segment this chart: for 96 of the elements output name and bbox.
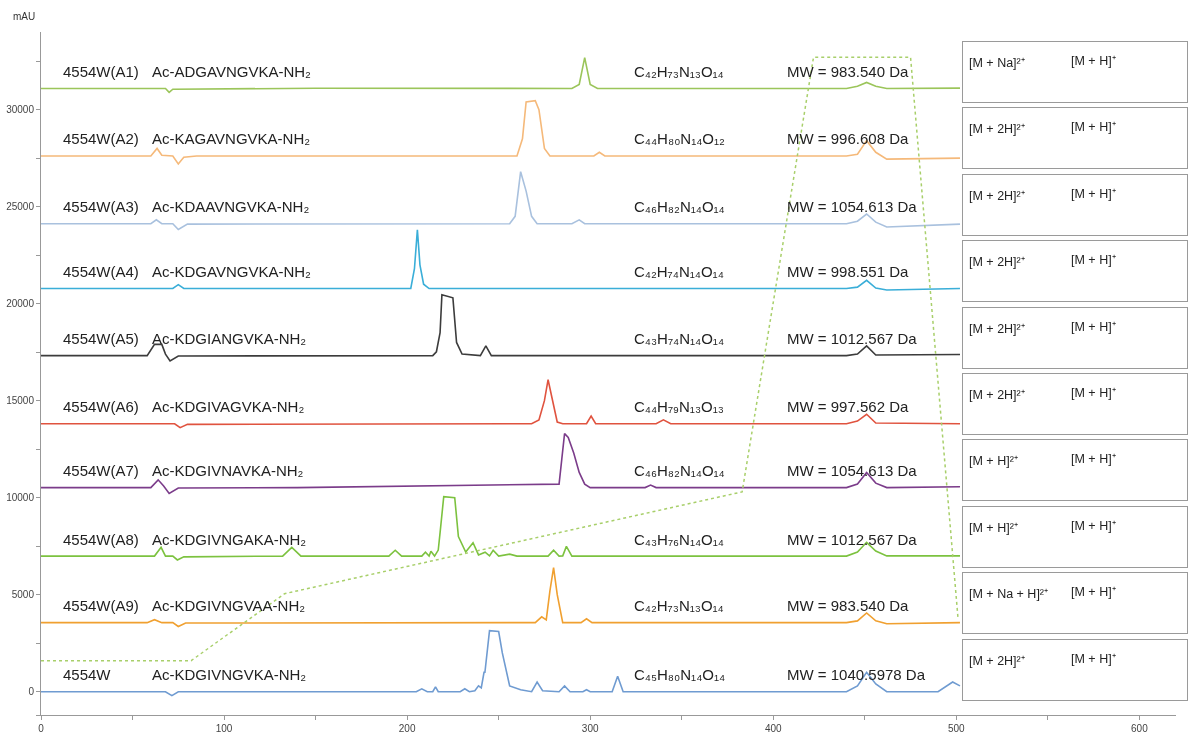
annotation: [M + 2H]²⁺ [969,387,1025,403]
annotation: MW = 983.540 Da [787,597,909,614]
annotation: C₄₄H₇₉N₁₃O₁₃ [634,398,724,415]
y-tick-label: 10000 [6,492,35,504]
annotation: MW = 1040.5978 Da [787,666,926,683]
annotation: [M + H]⁺ [1071,517,1116,534]
spectrum-panel: [M + 2H]²⁺ [M + H]⁺ [962,373,1188,435]
series-label: 4554W(A1) [63,63,139,80]
annotation: C₄₄H₈₀N₁₄O₁₂ [634,130,726,147]
line-series [41,56,961,94]
line-series [41,293,961,362]
line-series [41,56,959,662]
annotation: [M + H]⁺ [1071,584,1116,601]
annotation: [M + H]²⁺ [969,519,1018,536]
line-series [41,432,961,495]
annotation: [M + H]²⁺ [969,453,1018,470]
annotation: Ac-KDGIVNGVAA-NH₂ [152,597,306,614]
line-series [41,99,961,165]
annotation: [M + H]⁺ [1071,252,1116,269]
y-axis-title: mAU [13,11,36,22]
series-label: 4554W [63,666,112,683]
spectrum-panel: [M + 2H]²⁺ [M + H]⁺ [962,240,1188,303]
annotation: [M + Na]²⁺ [969,55,1025,71]
spectrum-panel: [M + 2H]²⁺ [M + H]⁺ [962,306,1188,369]
line-series [41,228,961,291]
series-label: 4554W(A2) [63,130,139,147]
series-label: 4554W(A7) [63,462,139,479]
line-series [41,629,961,697]
spectrum-panel: [M + Na]²⁺ [M + H]⁺ [962,41,1188,103]
series-label: 4554W(A6) [63,398,139,415]
y-tick-label: 5000 [11,589,35,601]
x-tick-label: 100 [215,723,233,734]
annotation: Ac-KDGIVNAVKA-NH₂ [152,462,304,479]
annotation: MW = 1054.613 Da [787,198,918,215]
annotation: MW = 997.562 Da [787,398,909,415]
spectrum-panel: [M + 2H]²⁺ [M + H]⁺ [962,173,1188,236]
y-tick-label: 15000 [6,395,35,407]
line-series [41,566,961,628]
annotation: Ac-KDGIVAGVKA-NH₂ [152,398,305,415]
spectrum-panel: [M + H]²⁺ [M + H]⁺ [962,439,1188,502]
series-label: 4554W(A8) [63,531,139,548]
annotation: [M + H]⁺ [1071,53,1116,69]
spectrum-panel: [M + H]²⁺ [M + H]⁺ [962,505,1188,568]
annotation: [M + 2H]²⁺ [969,320,1025,337]
annotation: [M + H]⁺ [1071,451,1116,468]
annotation: Ac-KDGAVNGVKA-NH₂ [152,263,312,280]
y-tick-label: 30000 [6,104,35,116]
annotation: [M + H]⁺ [1071,650,1116,667]
annotation: [M + Na + H]²⁺ [969,586,1049,603]
annotation: Ac-KAGAVNGVKA-NH₂ [152,130,311,147]
annotation: MW = 1012.567 Da [787,330,918,347]
annotation: [M + 2H]²⁺ [969,652,1025,669]
line-series [41,170,961,231]
series-label: 4554W(A5) [63,330,139,347]
annotation: C₄₃H₇₄N₁₄O₁₄ [634,330,725,347]
annotation: Ac-ADGAVNGVKA-NH₂ [152,63,312,80]
annotation: C₄₆H₈₂N₁₄O₁₄ [634,198,725,215]
series-label: 4554W(A4) [63,263,139,280]
line-series [41,495,961,561]
annotation: Ac-KDGIVNGAKA-NH₂ [152,531,307,548]
annotation: Ac-KDAAVNGVKA-NH₂ [152,198,310,215]
annotation: [M + H]⁺ [1071,385,1116,401]
y-tick-label: 25000 [6,201,35,213]
x-tick-label: 300 [581,723,599,734]
annotation: Ac-KDGIANGVKA-NH₂ [152,330,307,347]
annotation: C₄₃H₇₆N₁₄O₁₄ [634,531,724,548]
annotation: MW = 998.551 Da [787,263,909,280]
spectrum-panel: [M + Na + H]²⁺ [M + H]⁺ [962,572,1188,635]
spectrum-panel: [M + 2H]²⁺ [M + H]⁺ [962,638,1188,701]
annotation: C₄₆H₈₂N₁₄O₁₄ [634,462,725,479]
annotation: [M + 2H]²⁺ [969,121,1025,138]
x-tick-label: 600 [1131,723,1149,734]
annotation: MW = 996.608 Da [787,130,909,147]
x-tick-label: 400 [764,723,783,734]
y-tick-label: 0 [28,686,35,698]
series-label: 4554W(A3) [63,198,139,215]
annotation: C₄₂H₇₃N₁₃O₁₄ [634,63,724,80]
annotation: C₄₂H₇₃N₁₃O₁₄ [634,597,724,614]
annotation: [M + H]⁺ [1071,119,1116,136]
x-tick-label: 500 [947,723,966,734]
annotation: Ac-KDGIVNGVKA-NH₂ [152,666,307,683]
annotation: C₄₅H₈₀N₁₄O₁₄ [634,666,726,683]
spectrum-panel: [M + 2H]²⁺ [M + H]⁺ [962,107,1188,170]
annotation: [M + 2H]²⁺ [969,187,1025,204]
y-tick-label: 20000 [6,298,35,310]
line-series [41,378,961,429]
annotation: [M + H]⁺ [1071,185,1116,202]
annotation: MW = 1054.613 Da [787,462,918,479]
x-tick-label: 0 [38,723,45,734]
annotation: MW = 1012.567 Da [787,531,918,548]
annotation: C₄₂H₇₄N₁₄O₁₄ [634,263,724,280]
series-label: 4554W(A9) [63,597,139,614]
annotation: [M + H]⁺ [1071,318,1116,335]
x-tick-label: 200 [398,723,416,734]
annotation: [M + 2H]²⁺ [969,254,1025,271]
annotation: MW = 983.540 Da [787,63,909,80]
